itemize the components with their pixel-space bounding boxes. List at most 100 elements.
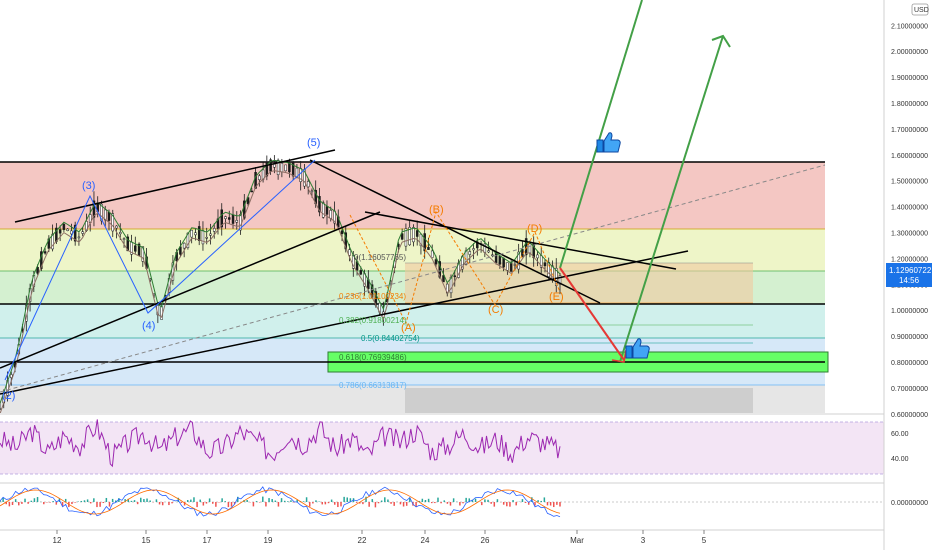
- candle: [423, 233, 426, 252]
- candle: [325, 206, 329, 215]
- candle: [412, 227, 415, 243]
- price-axis[interactable]: 2.10000000 2.00000000 1.90000000 1.80000000…: [885, 0, 932, 550]
- wave-label: (E): [549, 291, 564, 303]
- rsi-line: [0, 419, 561, 468]
- time-tick-label: 26: [481, 536, 490, 545]
- candle: [265, 161, 269, 177]
- price-tick-label: 2.10000000: [891, 23, 928, 30]
- candle: [273, 164, 276, 168]
- currency-label: USD: [914, 7, 929, 14]
- price-tick-label: 1.20000000: [891, 256, 928, 263]
- candle: [513, 264, 517, 266]
- candle: [134, 245, 137, 252]
- candle: [276, 159, 280, 175]
- candle: [468, 251, 472, 255]
- fib-zone-red: [0, 162, 825, 229]
- projection-up-arrow: [619, 35, 724, 363]
- rsi-band: [0, 422, 884, 474]
- candle: [288, 163, 291, 173]
- candle: [250, 190, 254, 193]
- wave-label: (D): [527, 223, 542, 235]
- wave-labels: (2) (3) (4) (5) (A) (B) (C) (D) (E): [2, 137, 564, 402]
- price-tick-label: 1.40000000: [891, 205, 928, 212]
- candle: [92, 200, 96, 218]
- moving-average-line: [0, 170, 561, 413]
- candle: [491, 254, 494, 257]
- price-tick-label: 0.60000000: [891, 412, 928, 419]
- countdown-label: 14:56: [899, 276, 920, 285]
- candle: [472, 248, 475, 251]
- time-tick-label: Mar: [570, 536, 584, 545]
- candle: [36, 266, 39, 274]
- trendline: [0, 250, 689, 395]
- currency-badge[interactable]: [911, 3, 929, 16]
- fib-label: 0.786(0.66313817): [339, 381, 407, 390]
- candle: [359, 270, 363, 275]
- candle: [122, 238, 126, 240]
- candle: [224, 216, 227, 219]
- rsi-series-group: [0, 419, 561, 468]
- price-tick-label: 1.70000000: [891, 127, 928, 134]
- candle: [547, 261, 550, 277]
- candle: [235, 220, 239, 223]
- trendline: [364, 211, 677, 270]
- wave-label: (3): [82, 180, 95, 192]
- current-price-badge: [886, 263, 932, 287]
- candle: [340, 230, 344, 235]
- candle: [543, 262, 547, 267]
- macd-signal-line: [0, 489, 561, 515]
- macd-tick-label: 0.00000000: [891, 500, 928, 507]
- price-tick-label: 0.90000000: [891, 334, 928, 341]
- candle: [141, 246, 145, 262]
- candle: [427, 246, 430, 250]
- fib-label: 0.5(0.84402754): [361, 334, 420, 343]
- candle: [231, 214, 235, 224]
- candle: [487, 250, 490, 253]
- candle: [430, 250, 434, 258]
- wave-count-line: [4, 159, 316, 381]
- fib-label: 0.236(1.01100234): [339, 292, 406, 301]
- candle: [51, 233, 54, 250]
- candle: [258, 175, 261, 181]
- candle: [246, 197, 250, 205]
- price-tick-label: 1.60000000: [891, 153, 928, 160]
- arrow-head: [711, 34, 731, 48]
- candle: [100, 203, 103, 222]
- price-tick-label: 1.90000000: [891, 75, 928, 82]
- candle: [197, 226, 201, 241]
- rsi-tick-label: 60.00: [891, 431, 909, 438]
- wave-label: (C): [488, 304, 503, 316]
- candle: [58, 229, 62, 234]
- candle: [554, 268, 558, 287]
- projection-up-arrow: [559, 0, 643, 269]
- candle: [194, 232, 197, 236]
- candle: [284, 164, 287, 172]
- trendline: [309, 159, 601, 304]
- candle: [280, 162, 284, 173]
- candle: [442, 275, 445, 283]
- fib-label: 0(1.16057765): [354, 253, 406, 262]
- fib-label: 0.382(0.91800214): [339, 316, 407, 325]
- macd-series-group: [0, 486, 561, 518]
- time-tick-label: 19: [264, 536, 273, 545]
- wave-label: (4): [142, 320, 155, 332]
- wave-count-line-abc: [349, 210, 561, 325]
- time-tick-label: 12: [53, 536, 62, 545]
- candle: [212, 228, 216, 232]
- price-tick-label: 1.00000000: [891, 308, 928, 315]
- time-axis[interactable]: 12 15 17 19 22 24 26 Mar 3 5: [53, 530, 707, 545]
- projection-down-arrow: [559, 267, 625, 361]
- pane-separators: [0, 0, 885, 550]
- candle: [10, 374, 13, 378]
- candle: [66, 228, 69, 231]
- candle: [453, 275, 457, 278]
- trendline: [14, 149, 336, 223]
- candle: [73, 224, 77, 242]
- macd-pane: [0, 486, 884, 518]
- inner-fibonacci: [405, 262, 753, 413]
- price-tick-label: 0.70000000: [891, 386, 928, 393]
- wave-label: (B): [429, 204, 444, 216]
- candle: [291, 161, 295, 177]
